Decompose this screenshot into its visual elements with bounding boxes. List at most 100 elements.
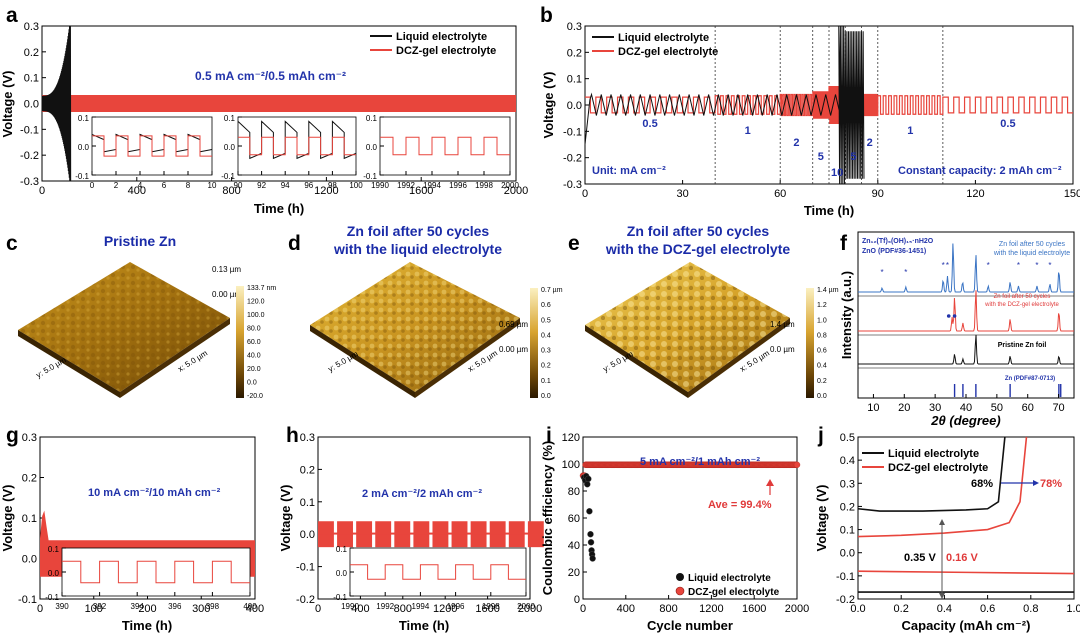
inset-gel-trace [238,136,356,156]
x-tick-label: 0 [39,185,45,197]
y-tick-label: 0.3 [567,21,582,33]
legend-i: Liquid electrolyte DCZ-gel electrolyte [675,573,780,598]
legend-phase-2-f: ZnO (PDF#36-1451) [862,248,926,255]
panel-d: d Zn foil after 50 cycles with the liqui… [288,223,563,400]
rate-label: 2 [867,137,873,149]
afm-texture-e [585,262,790,392]
phase-marker-star: * [942,261,945,270]
gel-charge-j [857,436,1028,538]
x-tick-label: 0 [37,603,43,615]
liquid-point [584,481,591,488]
y-tick-label: 0.0 [78,143,90,152]
y-tick-label: -0.3 [20,176,39,188]
panel-label-b: b [540,4,553,27]
inset-gel-trace [350,564,526,580]
legend-j: Liquid electrolyte DCZ-gel electrolyte [862,448,988,474]
x-tick-label: 0.6 [980,603,995,615]
y-tick-label: -0.1 [836,571,855,583]
x-tick-label: 8 [186,181,191,190]
x-tick-label: 30 [676,188,688,200]
x-tick-label: 200 [138,603,156,615]
y-tick-label: 0.2 [840,501,855,513]
x-tick-label: 400 [243,602,257,611]
colorbar-label: -20.0 [247,393,263,400]
liquid-point [587,531,594,538]
y-tick-label: 0.2 [567,47,582,59]
condition-i: 5 mA cm⁻²/1 mAh cm⁻² [640,456,760,468]
y-tick-label: 0.0 [300,529,315,541]
y-tick-label: -0.1 [221,172,235,181]
x-tick-label: 1600 [409,185,433,197]
y-tick-label: 0.1 [48,545,60,554]
colorbar-c [236,286,244,398]
colorbar-label: 80.0 [247,326,261,333]
legend-gel-a: DCZ-gel electrolyte [396,45,496,57]
trace-label-red-2: with the DCZ-gel electrolyte [984,302,1059,308]
panel-a: a 0 400 800 1200 1600 2000-0.3-0.2-0.10.00.10… [0,4,528,216]
trace-label-blue-2: with the liquid electrolyte [993,250,1070,257]
trace-label-black: Pristine Zn foil [998,342,1047,349]
colorbar-label: 0.4 [817,363,827,370]
x-tick-label: 98 [328,181,337,190]
colorbar-label: 20.0 [247,366,261,373]
x-tick-label: 1994 [423,181,441,190]
xlabel-i: Cycle number [647,618,733,633]
points-i [579,461,801,562]
y-tick-label: 0.0 [22,554,37,566]
y-axis-label-e: y: 5.0 µm [602,349,635,373]
y-tick-label: 0.0 [48,569,60,578]
title-d-line1: Zn foil after 50 cycles [347,223,490,239]
panel-label-c: c [6,232,18,255]
panel-label-g: g [6,424,19,447]
trace-label-blue-1: Zn foil after 50 cycles [999,241,1066,248]
z-top-e: 1.4 µm [770,320,795,329]
inset-ticks: 1990 1992 1994 1996 1998 2000 -0.1 0.0 0.1 [363,114,519,190]
y-tick-label: 0.2 [300,464,315,476]
y-tick-label: 0.0 [567,100,582,112]
liquid-charge-j [857,436,1006,512]
xlabel-h: Time (h) [399,618,449,633]
y-tick-label: 0.2 [22,473,37,485]
xrd-trace-pristine [858,334,1074,365]
x-tick-label: 1996 [447,602,465,611]
xrd-phase-markers: * ** * * * * * [881,261,1051,318]
ticks-f: 10 20 30 40 50 60 70 [867,394,1065,414]
liquid-trace-a [41,25,72,182]
x-tick-label: 2000 [518,603,542,615]
y-tick-label: 0.1 [24,73,39,85]
x-tick-label: 800 [394,603,412,615]
y-tick-label: 0.3 [24,21,39,33]
inset-gel-trace [380,136,510,156]
x-tick-label: 0 [315,603,321,615]
x-tick-label: 50 [991,402,1003,414]
y-tick-label: -0.1 [20,124,39,136]
x-tick-label: 60 [1022,402,1034,414]
inset-ticks: 0 2 4 6 8 10 -0.1 0.0 0.1 [75,114,217,190]
afm-edge-left-d [310,325,415,398]
phase-marker-star: * [1017,261,1020,270]
y-tick-label: -0.2 [20,150,39,162]
z-bot-d: 0.00 µm [499,345,528,354]
x-tick-label: 400 [246,603,264,615]
liquid-point [587,539,595,546]
legend-marker-liquid-i [676,573,684,581]
x-tick-label: 96 [304,181,313,190]
panel-e: e Zn foil after 50 cycles with the DCZ-g… [568,223,839,400]
legend-gel-b: DCZ-gel electrolyte [618,46,718,58]
y-tick-label: 100 [562,459,580,471]
x-tick-label: 1992 [376,602,394,611]
y-tick-label: 0.4 [840,455,855,467]
x-tick-label: 100 [85,603,103,615]
x-tick-label: 120 [966,188,984,200]
x-tick-label: 1600 [475,603,499,615]
ylabel-i: Coulombic efficiency (%) [540,441,555,596]
insets-a: 0 2 4 6 8 10-0.10.00.190 92 94 96 98 100-0.10.00.1… [75,114,519,190]
y-tick-label: 0.0 [224,143,236,152]
x-tick-label: 10 [208,181,217,190]
y-tick-label: 0.0 [366,143,378,152]
gel-trace-b [585,85,1073,125]
panel-label-i: i [546,424,552,447]
title-e-line2: with the DCZ-gel electrolyte [605,241,791,257]
